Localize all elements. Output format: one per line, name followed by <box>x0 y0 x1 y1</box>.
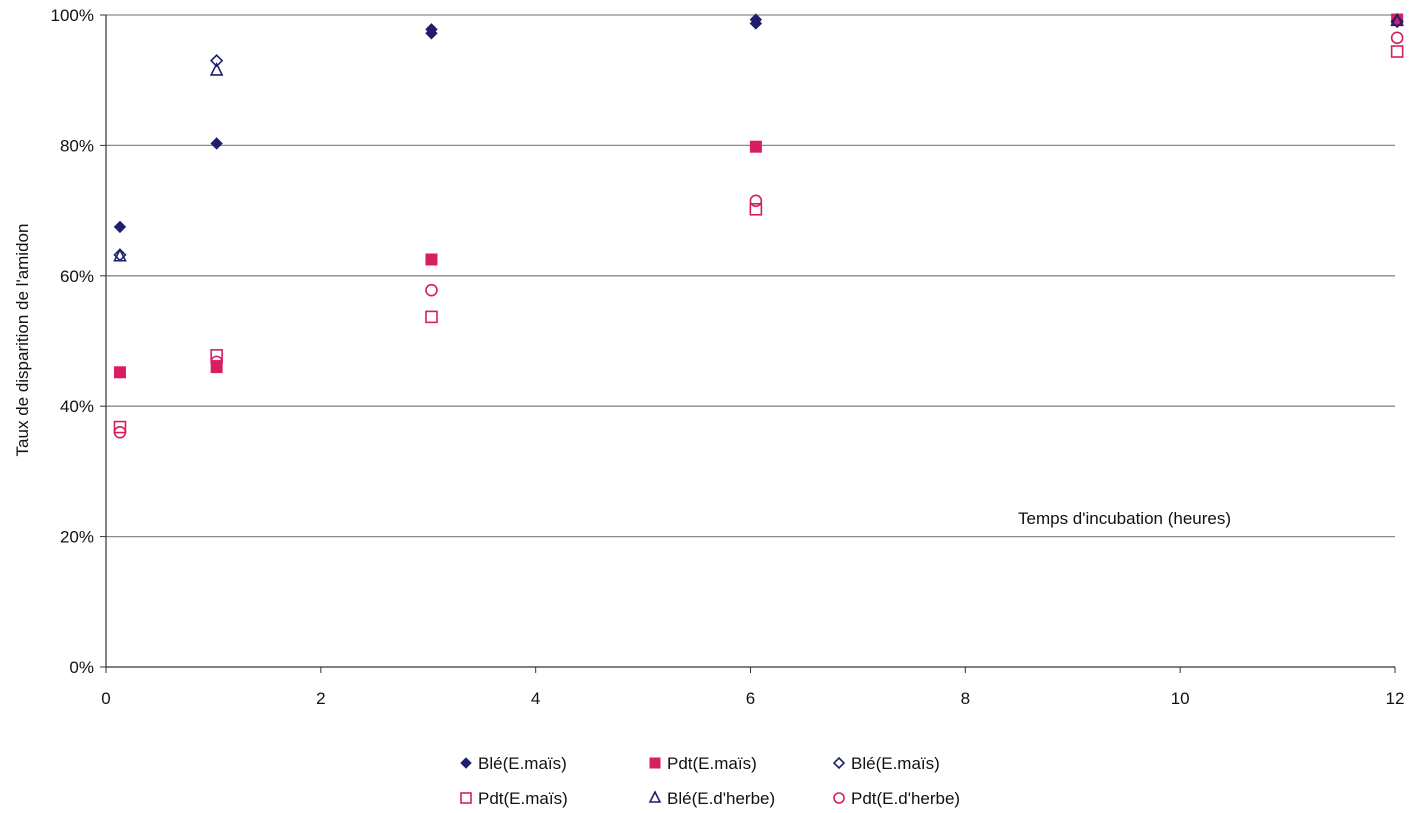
data-point <box>210 349 223 362</box>
series-1 <box>113 13 1404 234</box>
x-tick-label: 12 <box>1386 689 1405 708</box>
legend-label: Blé(E.maïs) <box>478 754 567 773</box>
legend-marker <box>648 790 662 803</box>
y-tick-label: 80% <box>60 136 94 155</box>
legend-label: Pdt(E.maïs) <box>667 754 757 773</box>
axes <box>105 15 1395 668</box>
legend-label: Pdt(E.d'herbe) <box>851 789 960 808</box>
legend-marker <box>460 792 472 804</box>
data-point <box>1390 12 1404 27</box>
data-point <box>749 140 762 153</box>
y-tick-labels: 0% 20% 40% 60% 80% 100% <box>51 6 94 677</box>
series-4 <box>113 45 1404 434</box>
data-point <box>113 247 127 262</box>
data-point <box>425 253 438 266</box>
x-tick-label: 8 <box>961 689 970 708</box>
data-point <box>425 23 438 36</box>
data-point <box>210 54 224 68</box>
series-5 <box>113 12 1404 262</box>
data-point <box>749 202 763 216</box>
gridlines <box>100 14 1395 668</box>
series-3 <box>113 14 1404 262</box>
series-6 <box>113 31 1404 439</box>
x-axis-title: Temps d'incubation (heures) <box>1018 509 1231 528</box>
legend-marker <box>832 756 846 770</box>
legend-marker <box>649 757 661 769</box>
legend-marker <box>460 757 472 769</box>
x-tick-label: 10 <box>1171 689 1190 708</box>
data-point <box>113 220 127 234</box>
legend-label: Blé(E.maïs) <box>851 754 940 773</box>
x-tick-label: 4 <box>531 689 540 708</box>
legend-marker <box>833 792 845 804</box>
data-point <box>113 425 127 439</box>
y-axis-title: Taux de disparition de l'amidon <box>13 224 32 457</box>
legend-item: Blé(E.maïs) <box>832 754 940 773</box>
x-tick-label: 6 <box>746 689 755 708</box>
y-tick-label: 20% <box>60 528 94 547</box>
legend-item: Pdt(E.maïs) <box>460 789 568 808</box>
data-point <box>749 194 763 208</box>
data-point <box>113 366 126 379</box>
y-tick-label: 40% <box>60 397 94 416</box>
x-tick-label: 0 <box>101 689 110 708</box>
data-point <box>1390 14 1404 29</box>
legend-label: Blé(E.d'herbe) <box>667 789 775 808</box>
legend-item: Pdt(E.maïs) <box>649 754 757 773</box>
y-tick-label: 100% <box>51 6 94 25</box>
legend-item: Pdt(E.d'herbe) <box>833 789 960 808</box>
data-point <box>210 137 223 150</box>
legend-item: Blé(E.maïs) <box>460 754 567 773</box>
data-point <box>210 355 223 369</box>
data-point <box>425 283 438 297</box>
data-point <box>1390 31 1404 45</box>
x-tick-label: 2 <box>316 689 325 708</box>
y-tick-label: 0% <box>69 658 94 677</box>
y-tick-label: 60% <box>60 267 94 286</box>
legend: Blé(E.maïs) Pdt(E.maïs) Blé(E.maïs) Pdt(E.m… <box>460 754 960 808</box>
data-points <box>113 12 1404 439</box>
data-point <box>425 310 438 324</box>
data-point <box>749 13 763 26</box>
legend-item: Blé(E.d'herbe) <box>648 789 775 808</box>
data-point <box>113 420 127 434</box>
data-point <box>1390 45 1404 58</box>
x-tick-labels: 0 2 4 6 8 10 12 <box>101 667 1404 708</box>
data-point <box>209 62 224 76</box>
legend-label: Pdt(E.maïs) <box>478 789 568 808</box>
